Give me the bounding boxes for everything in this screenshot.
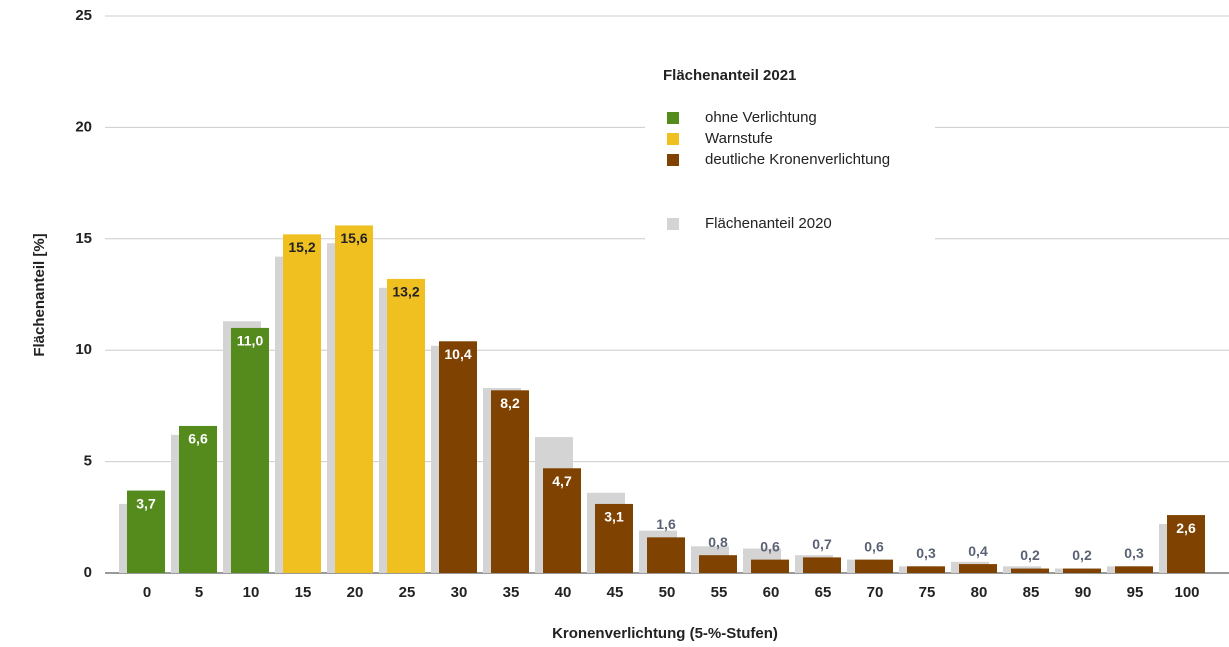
value-label: 6,6 xyxy=(188,431,208,447)
y-tick-label: 15 xyxy=(75,230,92,247)
value-label: 0,7 xyxy=(812,536,832,552)
x-tick-label: 85 xyxy=(1023,584,1040,601)
x-tick-label: 25 xyxy=(399,584,416,601)
bar-2021 xyxy=(543,468,581,573)
bar-2021 xyxy=(439,341,477,573)
bar-2021 xyxy=(907,566,945,573)
y-tick-label: 5 xyxy=(84,453,92,470)
x-tick-label: 50 xyxy=(659,584,676,601)
y-tick-label: 10 xyxy=(75,341,92,358)
value-label: 0,3 xyxy=(916,545,936,561)
bar-2021 xyxy=(335,225,373,573)
value-label: 0,2 xyxy=(1072,547,1092,563)
legend-label: Flächenanteil 2020 xyxy=(705,215,832,232)
value-label: 15,2 xyxy=(288,239,315,255)
x-axis-title: Kronenverlichtung (5-%-Stufen) xyxy=(552,625,778,642)
y-axis-title: Flächenanteil [%] xyxy=(31,233,48,356)
value-label: 15,6 xyxy=(340,230,367,246)
bar-2021 xyxy=(1063,568,1101,573)
legend-swatch xyxy=(667,218,679,230)
bar-2021 xyxy=(387,278,425,573)
bar-2021 xyxy=(283,234,321,573)
value-label: 1,6 xyxy=(656,516,676,532)
value-label: 13,2 xyxy=(392,284,419,300)
value-label: 0,4 xyxy=(968,543,988,559)
bar-2021 xyxy=(803,557,841,573)
x-tick-label: 100 xyxy=(1174,584,1199,601)
value-label: 3,1 xyxy=(604,509,624,525)
x-tick-label: 30 xyxy=(451,584,468,601)
bars: 3,7 6,6 11,0 15,2 15,6 13,2 10,4 8,2 4,7 3,1 1,6 0,… xyxy=(119,225,1205,574)
bar-2021 xyxy=(127,490,165,573)
bar-2021 xyxy=(179,425,217,573)
value-label: 10,4 xyxy=(444,346,471,362)
x-tick-label: 10 xyxy=(243,584,260,601)
value-label: 0,3 xyxy=(1124,545,1144,561)
bar-2021 xyxy=(647,537,685,573)
y-tick-label: 20 xyxy=(75,118,92,135)
legend-label: deutliche Kronenverlichtung xyxy=(705,151,890,168)
bar-2021 xyxy=(1167,515,1205,573)
x-tick-label: 80 xyxy=(971,584,988,601)
legend-swatch xyxy=(667,112,679,124)
value-label: 4,7 xyxy=(552,473,572,489)
legend-label: Warnstufe xyxy=(705,130,773,147)
x-tick-label: 0 xyxy=(143,584,151,601)
legend-background xyxy=(645,60,935,250)
value-label: 0,6 xyxy=(760,538,780,554)
legend-label: ohne Verlichtung xyxy=(705,109,817,126)
legend-swatch xyxy=(667,154,679,166)
value-label: 3,7 xyxy=(136,495,156,511)
x-tick-label: 60 xyxy=(763,584,780,601)
bar-2021 xyxy=(595,503,633,573)
bar-2021 xyxy=(855,559,893,573)
x-tick-label: 40 xyxy=(555,584,572,601)
x-tick-label: 55 xyxy=(711,584,728,601)
bar-2021 xyxy=(751,559,789,573)
bar-2021 xyxy=(959,564,997,573)
value-label: 0,2 xyxy=(1020,547,1040,563)
x-tick-label: 35 xyxy=(503,584,520,601)
value-label: 0,8 xyxy=(708,534,728,550)
bar-2021 xyxy=(491,390,529,573)
x-tick-label: 20 xyxy=(347,584,364,601)
value-label: 8,2 xyxy=(500,395,520,411)
value-label: 0,6 xyxy=(864,538,884,554)
bar-2021 xyxy=(231,327,269,573)
x-tick-label: 95 xyxy=(1127,584,1144,601)
legend-title: Flächenanteil 2021 xyxy=(663,67,796,84)
x-tick-label: 45 xyxy=(607,584,624,601)
x-tick-label: 75 xyxy=(919,584,936,601)
y-tick-label: 0 xyxy=(84,564,92,581)
x-tick-label: 5 xyxy=(195,584,203,601)
value-label: 11,0 xyxy=(237,333,264,349)
bar-2021 xyxy=(699,555,737,573)
x-tick-label: 70 xyxy=(867,584,884,601)
legend-swatch xyxy=(667,133,679,145)
bar-2021 xyxy=(1115,566,1153,573)
x-tick-label: 90 xyxy=(1075,584,1092,601)
x-tick-label: 15 xyxy=(295,584,312,601)
legend: Flächenanteil 2021 ohne Verlichtung Warns… xyxy=(663,67,890,232)
x-tick-label: 65 xyxy=(815,584,832,601)
bar-2021 xyxy=(1011,568,1049,573)
y-tick-label: 25 xyxy=(75,7,92,24)
value-label: 2,6 xyxy=(1176,520,1196,536)
